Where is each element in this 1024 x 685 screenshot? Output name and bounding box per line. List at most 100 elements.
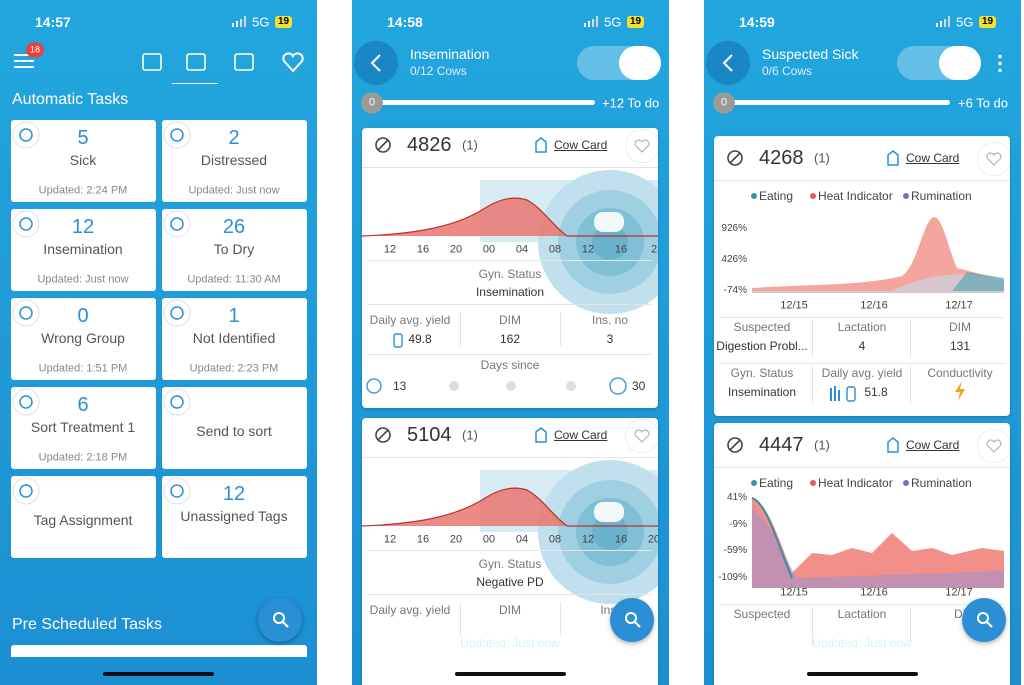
task-tile[interactable]: Tag Assignment <box>11 476 156 558</box>
task-tile[interactable]: 26 To Dry Updated: 11:30 AM <box>162 209 307 291</box>
signal-icon <box>232 16 246 27</box>
shape <box>244 16 246 27</box>
shape <box>234 53 254 71</box>
shape <box>596 16 598 27</box>
shape <box>170 128 184 142</box>
shape <box>634 621 641 628</box>
task-tile[interactable]: 6 Sort Treatment 1 Updated: 2:18 PM <box>11 387 156 469</box>
cow-card-icon <box>535 137 547 153</box>
divider <box>720 363 1004 364</box>
task-tile[interactable]: 1 Not Identified Updated: 2:23 PM <box>162 298 307 380</box>
notification-badge: 18 <box>25 42 45 58</box>
cow-card-link[interactable]: Cow Card <box>906 151 960 165</box>
task-tile[interactable]: 0 Wrong Group Updated: 1:51 PM <box>11 298 156 380</box>
favorite-button[interactable] <box>625 129 658 163</box>
menu-button[interactable] <box>14 54 34 70</box>
shape <box>142 53 162 71</box>
cow-icon <box>375 427 391 443</box>
task-label: Unassigned Tags <box>180 508 288 524</box>
back-button[interactable] <box>354 41 398 85</box>
shape <box>592 19 594 27</box>
task-updated: Updated: Just now <box>37 273 129 286</box>
task-tile[interactable]: 12 Insemination Updated: Just now <box>11 209 156 291</box>
shape <box>952 272 1004 291</box>
favorite-button[interactable] <box>977 142 1010 176</box>
task-label: Insemination <box>43 241 123 257</box>
phone-screen: 14:58 5G 19 Insemination 0/12 Cows 0 +12 To do… <box>352 0 669 685</box>
stat-value: 162 <box>499 332 521 346</box>
x-tick-label: 04 <box>515 243 529 256</box>
tab-underline <box>172 83 218 84</box>
task-label: Not Identified <box>192 330 276 346</box>
stat-label: Lactation <box>837 607 887 621</box>
shape <box>163 388 191 416</box>
x-tick-label: 12/16 <box>860 586 888 599</box>
tab-icon[interactable] <box>141 51 163 73</box>
shape <box>377 139 389 151</box>
back-button[interactable] <box>706 41 750 85</box>
shape <box>19 306 33 320</box>
favorite-button[interactable] <box>625 419 658 453</box>
more-button[interactable] <box>998 53 1002 73</box>
column-divider <box>812 607 813 645</box>
heart <box>986 152 1002 166</box>
y-tick-label: 926% <box>721 223 747 234</box>
shape <box>240 19 242 27</box>
view-toggle[interactable] <box>577 46 661 80</box>
cow-card-link[interactable]: Cow Card <box>906 438 960 452</box>
tab-icon[interactable] <box>185 51 207 73</box>
divider <box>362 457 658 458</box>
search-button[interactable] <box>258 598 302 642</box>
task-count: 0 <box>77 305 89 327</box>
status-network: 5G <box>252 14 270 30</box>
shape <box>170 306 184 320</box>
shape <box>535 427 547 443</box>
view-toggle[interactable] <box>897 46 981 80</box>
yield-icons <box>830 386 856 402</box>
divider <box>720 317 1004 318</box>
shape <box>163 299 191 327</box>
list-edge <box>11 645 307 657</box>
legend-label: Rumination <box>911 476 972 490</box>
search-button[interactable] <box>610 598 654 642</box>
search-button[interactable] <box>962 598 1006 642</box>
shape <box>846 386 856 402</box>
cow-icon <box>375 137 391 153</box>
shape <box>170 395 184 409</box>
home-indicator <box>103 672 214 676</box>
task-tile[interactable]: 5 Sick Updated: 2:24 PM <box>11 120 156 202</box>
cow-card: 4447 (1) Cow Card Eating Heat Indicator Rumin… <box>714 423 1010 685</box>
task-label: Tag Assignment <box>33 512 133 528</box>
task-tile[interactable]: 12 Unassigned Tags <box>162 476 307 558</box>
status-time: 14:57 <box>35 14 71 30</box>
stat-label: Daily avg. yield <box>821 366 903 380</box>
shape <box>393 333 403 348</box>
cow-card: 4268 (1) Cow Card Eating Heat Indicator Rumin… <box>714 136 1010 416</box>
column-divider <box>910 320 911 358</box>
cow-card-icon <box>535 427 547 443</box>
shape <box>449 381 459 391</box>
shape <box>19 395 33 409</box>
shape <box>12 299 40 327</box>
favorite-button[interactable] <box>977 429 1010 463</box>
progress-track <box>722 100 950 105</box>
legend-label: Eating <box>759 476 794 490</box>
cow-card-link[interactable]: Cow Card <box>554 428 608 442</box>
cow-count: (1) <box>462 137 478 153</box>
chevron <box>722 54 733 72</box>
task-icon <box>163 299 191 327</box>
tab-icon[interactable] <box>282 51 304 73</box>
x-tick-label: 16 <box>614 533 628 546</box>
stat-value: 131 <box>949 339 971 353</box>
task-tile[interactable]: Send to sort <box>162 387 307 469</box>
cow-card-link[interactable]: Cow Card <box>554 138 608 152</box>
tab-icon[interactable] <box>233 51 255 73</box>
legend-dot <box>810 480 816 486</box>
shape <box>986 152 1002 166</box>
task-tile[interactable]: 2 Distressed Updated: Just now <box>162 120 307 202</box>
chevron <box>370 54 381 72</box>
shape <box>370 54 381 72</box>
shape <box>940 21 942 27</box>
status-label: Gyn. Status <box>478 557 542 571</box>
